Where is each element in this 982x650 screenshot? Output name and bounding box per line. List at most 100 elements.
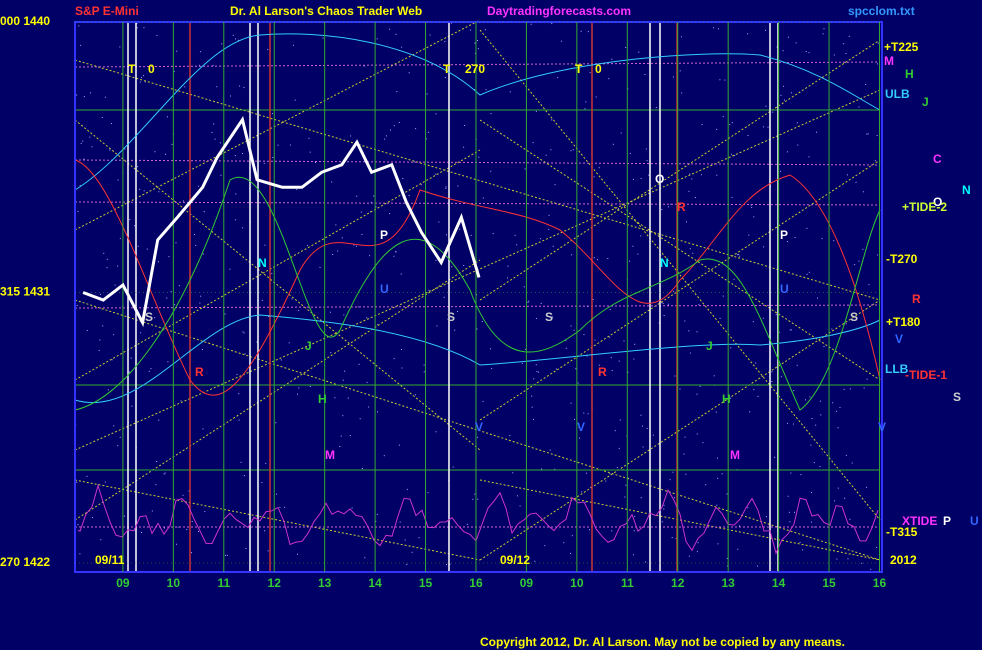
star [360, 211, 362, 213]
star [361, 233, 363, 235]
star [737, 548, 739, 550]
star [583, 334, 585, 336]
star [474, 42, 476, 44]
star [688, 330, 690, 332]
star [490, 170, 492, 172]
star [822, 33, 824, 35]
star [234, 38, 236, 40]
star [688, 190, 690, 192]
star [99, 339, 101, 341]
star [874, 160, 876, 162]
star [790, 329, 792, 331]
star [124, 148, 126, 150]
star [477, 40, 479, 42]
star [877, 63, 879, 65]
star [632, 245, 634, 247]
star [713, 27, 715, 29]
star [423, 364, 425, 366]
star [477, 436, 479, 438]
star [177, 526, 179, 528]
star [730, 153, 732, 155]
star [401, 367, 403, 369]
star [193, 234, 195, 236]
star [400, 273, 402, 275]
star [831, 328, 833, 330]
star [216, 86, 218, 88]
star [552, 245, 554, 247]
star [111, 359, 113, 361]
star [684, 320, 686, 322]
star [137, 166, 139, 168]
subtitle: S&P E-Mini [75, 4, 139, 18]
star [240, 461, 242, 463]
star [174, 304, 176, 306]
star [640, 177, 642, 179]
star [82, 140, 84, 142]
star [536, 370, 538, 372]
star [524, 168, 526, 170]
star [229, 95, 231, 97]
star [672, 76, 674, 78]
star [786, 422, 788, 424]
star [342, 379, 344, 381]
star [436, 325, 438, 327]
star [620, 132, 622, 134]
star [363, 65, 365, 67]
star [797, 144, 799, 146]
star [140, 332, 142, 334]
star [689, 248, 691, 250]
star [609, 336, 611, 338]
star [435, 173, 437, 175]
star [544, 545, 546, 547]
star [158, 419, 160, 421]
star [77, 524, 79, 526]
star [866, 133, 868, 135]
star [833, 54, 835, 56]
star [698, 304, 700, 306]
star [182, 494, 184, 496]
star [79, 185, 81, 187]
star [104, 481, 106, 483]
star [722, 295, 724, 297]
star [866, 486, 868, 488]
star [790, 472, 792, 474]
star [539, 238, 541, 240]
x-tick-label: 10 [167, 576, 181, 590]
star [134, 225, 136, 227]
star [721, 473, 723, 475]
star [696, 433, 698, 435]
star [128, 65, 130, 67]
star [375, 520, 377, 522]
star [383, 455, 385, 457]
star [166, 297, 168, 299]
star [219, 142, 221, 144]
star [842, 43, 844, 45]
star [339, 446, 341, 448]
star [786, 151, 788, 153]
star [783, 85, 785, 87]
annotation: H [318, 392, 327, 406]
annotation: T [128, 62, 136, 76]
star [225, 554, 227, 556]
star [109, 149, 111, 151]
star [641, 425, 643, 427]
star [609, 308, 611, 310]
star [463, 146, 465, 148]
star [427, 492, 429, 494]
star [832, 402, 834, 404]
star [644, 73, 646, 75]
star [844, 61, 846, 63]
star [846, 174, 848, 176]
star [753, 389, 755, 391]
star [598, 364, 600, 366]
star [810, 444, 812, 446]
star [157, 261, 159, 263]
star [611, 370, 613, 372]
star [395, 251, 397, 253]
star [425, 138, 427, 140]
star [854, 264, 856, 266]
star [747, 507, 749, 509]
star [610, 357, 612, 359]
star [76, 481, 78, 483]
star [532, 142, 534, 144]
